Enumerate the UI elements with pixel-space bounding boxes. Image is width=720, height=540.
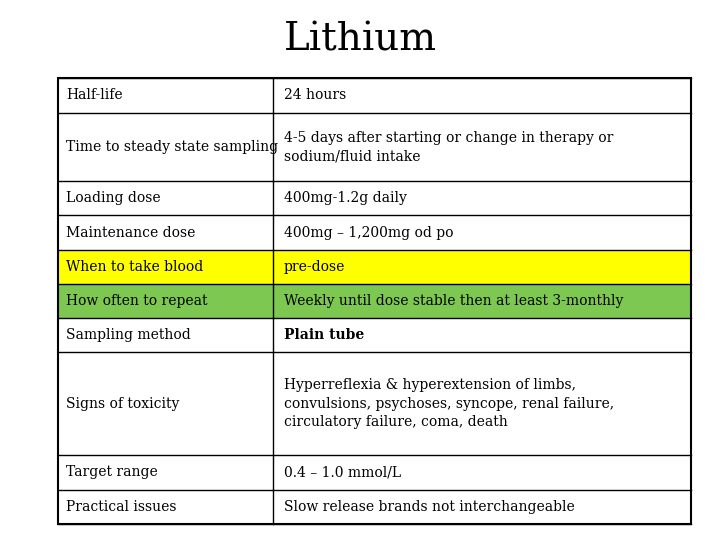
Bar — [58, 455, 691, 490]
Text: Maintenance dose: Maintenance dose — [66, 226, 196, 240]
Text: When to take blood: When to take blood — [66, 260, 204, 274]
Bar — [58, 112, 691, 181]
Bar — [58, 284, 691, 318]
Bar — [58, 181, 691, 215]
Text: Practical issues: Practical issues — [66, 500, 176, 514]
Bar — [58, 215, 691, 249]
Text: Half-life: Half-life — [66, 89, 123, 103]
Text: Loading dose: Loading dose — [66, 191, 161, 205]
Text: 24 hours: 24 hours — [284, 89, 346, 103]
Bar — [58, 353, 691, 455]
Text: 0.4 – 1.0 mmol/L: 0.4 – 1.0 mmol/L — [284, 465, 401, 480]
Bar — [58, 78, 691, 112]
Text: Hyperreflexia & hyperextension of limbs,
convulsions, psychoses, syncope, renal : Hyperreflexia & hyperextension of limbs,… — [284, 379, 614, 429]
Text: Signs of toxicity: Signs of toxicity — [66, 397, 179, 411]
Text: How often to repeat: How often to repeat — [66, 294, 208, 308]
Text: Time to steady state sampling: Time to steady state sampling — [66, 140, 279, 154]
Text: 400mg – 1,200mg od po: 400mg – 1,200mg od po — [284, 226, 454, 240]
Text: Target range: Target range — [66, 465, 158, 480]
Text: Plain tube: Plain tube — [284, 328, 364, 342]
Text: Lithium: Lithium — [284, 22, 436, 59]
Bar — [58, 318, 691, 353]
Text: 4-5 days after starting or change in therapy or
sodium/fluid intake: 4-5 days after starting or change in the… — [284, 131, 613, 163]
Text: pre-dose: pre-dose — [284, 260, 345, 274]
Text: Weekly until dose stable then at least 3-monthly: Weekly until dose stable then at least 3… — [284, 294, 624, 308]
Bar — [58, 249, 691, 284]
Bar — [58, 490, 691, 524]
Bar — [58, 78, 691, 524]
Text: Sampling method: Sampling method — [66, 328, 191, 342]
Text: Slow release brands not interchangeable: Slow release brands not interchangeable — [284, 500, 575, 514]
Text: 400mg-1.2g daily: 400mg-1.2g daily — [284, 191, 407, 205]
